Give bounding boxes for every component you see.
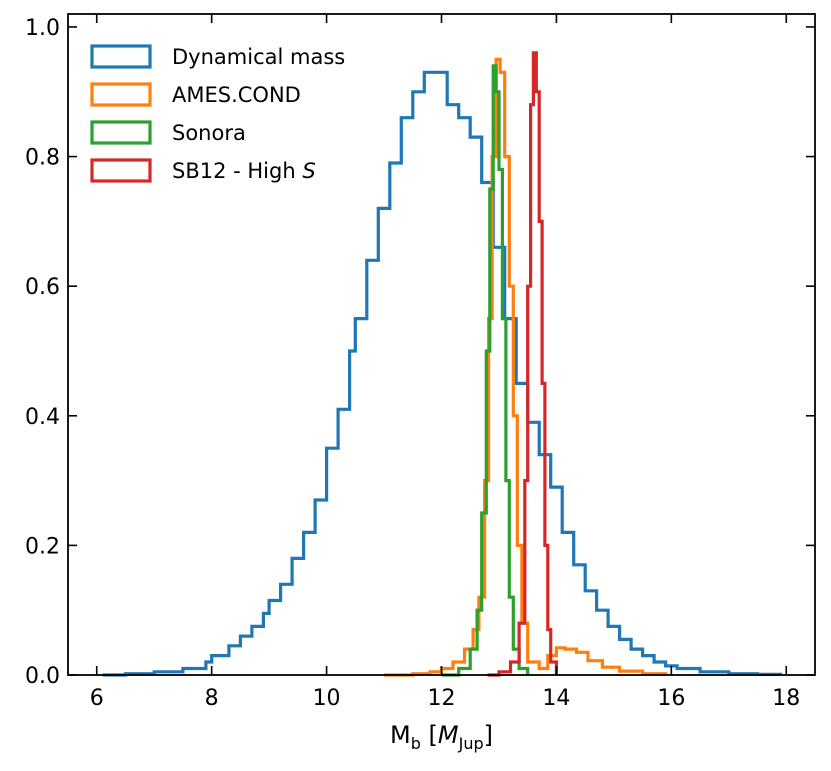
x-axis-label-sub: b bbox=[411, 734, 421, 753]
legend-label-italic: S bbox=[302, 159, 315, 183]
y-tick-label: 0.2 bbox=[25, 534, 60, 559]
x-axis-label-open: [ bbox=[421, 721, 438, 749]
legend-label-2: Sonora bbox=[172, 121, 246, 145]
series-line-3 bbox=[487, 51, 558, 677]
legend-label-0: Dynamical mass bbox=[172, 45, 345, 69]
legend-swatch-3 bbox=[90, 158, 152, 183]
legend-swatch-0 bbox=[90, 44, 152, 69]
x-axis-label-unit: M bbox=[438, 721, 459, 749]
y-tick-label: 1.0 bbox=[25, 16, 60, 41]
legend-swatch-2 bbox=[90, 120, 152, 145]
x-tick-label: 12 bbox=[428, 686, 456, 711]
legend: Dynamical mass AMES.COND Sonora SB12 - High… bbox=[90, 44, 345, 183]
plot-frame bbox=[67, 13, 816, 676]
legend-label-1: AMES.COND bbox=[172, 83, 301, 107]
x-axis-label: Mb [MJup] bbox=[390, 721, 493, 753]
legend-swatch-1 bbox=[90, 82, 152, 107]
y-tick-label: 0.0 bbox=[25, 664, 60, 689]
series-line-2 bbox=[441, 64, 530, 677]
x-tick-label: 16 bbox=[657, 686, 685, 711]
x-tick-label: 18 bbox=[772, 686, 800, 711]
y-tick-label: 0.8 bbox=[25, 146, 60, 171]
series-layer bbox=[102, 51, 783, 677]
x-axis-label-main: M bbox=[390, 721, 411, 749]
x-tick-label: 10 bbox=[313, 686, 341, 711]
y-tick-label: 0.4 bbox=[25, 405, 60, 430]
series-line-1 bbox=[384, 57, 668, 677]
x-tick-label: 14 bbox=[542, 686, 570, 711]
x-axis-label-close: ] bbox=[484, 721, 493, 749]
legend-label-3: SB12 - High S bbox=[172, 159, 316, 183]
y-tick-label: 0.6 bbox=[25, 275, 60, 300]
ticks-layer: 6 8 10 12 14 16 18 0.0 0.2 0.4 0.6 0.8 1.0 bbox=[25, 14, 815, 711]
x-tick-label: 8 bbox=[205, 686, 219, 711]
series-line-0 bbox=[102, 70, 783, 677]
x-tick-label: 6 bbox=[90, 686, 104, 711]
legend-label-main: SB12 - High bbox=[172, 159, 302, 183]
x-axis-label-unit-sub: Jup bbox=[458, 734, 484, 753]
